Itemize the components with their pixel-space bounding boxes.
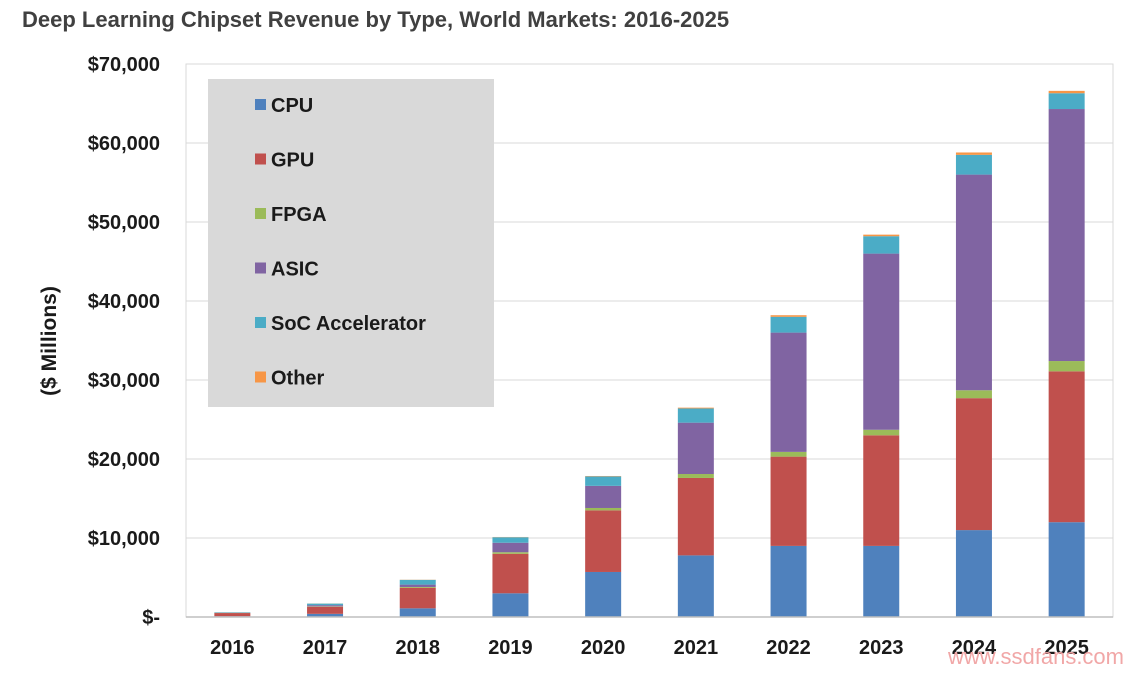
bar-segment-soc-accelerator	[1048, 93, 1085, 110]
y-tick-label: $50,000	[88, 212, 160, 234]
bar-segment-soc-accelerator	[585, 476, 622, 486]
bar-segment-soc-accelerator	[399, 579, 436, 585]
bar-segment-asic	[770, 332, 807, 452]
bar-segment-fpga	[492, 552, 529, 554]
bar-segment-fpga	[955, 390, 992, 399]
bar-segment-other	[770, 315, 807, 317]
y-tick-label: $30,000	[88, 370, 160, 392]
bar-segment-gpu	[863, 435, 900, 546]
bar-segment-fpga	[585, 507, 622, 511]
x-tick-label: 2018	[396, 637, 441, 659]
bar-segment-soc-accelerator	[863, 236, 900, 254]
y-tick-label: $-	[142, 607, 160, 629]
legend-entry: GPU	[271, 150, 314, 172]
bar-segment-cpu	[1048, 522, 1085, 617]
bar-segment-gpu	[585, 510, 622, 572]
legend-entry: SoC Accelerator	[271, 313, 426, 335]
bar-segment-fpga	[863, 429, 900, 436]
bar-segment-fpga	[1048, 361, 1085, 372]
x-tick-label: 2020	[581, 637, 626, 659]
legend-swatch	[255, 371, 266, 383]
bar-segment-fpga	[770, 451, 807, 457]
legend-box	[208, 79, 494, 407]
bar-segment-soc-accelerator	[492, 537, 529, 543]
bar-segment-asic	[307, 605, 344, 607]
bar-segment-asic	[492, 542, 529, 553]
bar-segment-other	[1048, 90, 1085, 94]
bar-segment-soc-accelerator	[677, 408, 714, 423]
chart-title: Deep Learning Chipset Revenue by Type, W…	[22, 7, 729, 32]
bars	[214, 90, 1085, 617]
bar-segment-soc-accelerator	[307, 603, 344, 606]
y-tick-label: $40,000	[88, 291, 160, 313]
bar-segment-asic	[955, 174, 992, 391]
x-tick-label: 2017	[303, 637, 348, 659]
bar-segment-soc-accelerator	[770, 316, 807, 333]
x-tick-label: 2021	[674, 637, 719, 659]
bar-segment-cpu	[677, 555, 714, 617]
legend-entry: Other	[271, 368, 325, 390]
bar-segment-gpu	[955, 398, 992, 531]
bar-segment-other	[955, 152, 992, 155]
bar-segment-gpu	[214, 613, 251, 617]
bar-segment-cpu	[863, 545, 900, 617]
bar-segment-cpu	[492, 593, 529, 617]
bar-segment-gpu	[1048, 371, 1085, 523]
bar-segment-gpu	[399, 587, 436, 609]
legend-swatch	[255, 317, 266, 328]
axes: $- $10,000 $20,000 $30,000 $40,000 $50,000 $60…	[88, 54, 1113, 659]
bar-segment-fpga	[399, 586, 436, 588]
x-tick-label: 2016	[210, 637, 255, 659]
legend-swatch	[255, 208, 266, 219]
bar-segment-cpu	[399, 608, 436, 617]
bar-segment-gpu	[492, 553, 529, 594]
x-tick-label: 2022	[766, 637, 811, 659]
legend-entry: ASIC	[271, 259, 319, 281]
bar-segment-asic	[677, 422, 714, 475]
bar-segment-asic	[585, 485, 622, 508]
y-axis-label: ($ Millions)	[38, 286, 61, 396]
bar-segment-gpu	[307, 606, 344, 614]
x-tick-label: 2025	[1044, 637, 1089, 659]
bar-segment-asic	[863, 253, 900, 430]
y-tick-label: $20,000	[88, 449, 160, 471]
y-tick-label: $70,000	[88, 54, 160, 76]
x-tick-label: 2019	[488, 637, 533, 659]
x-tick-label: 2024	[952, 637, 997, 659]
y-tick-label: $10,000	[88, 528, 160, 550]
x-tick-label: 2023	[859, 637, 904, 659]
legend-swatch	[255, 153, 266, 165]
bar-segment-other	[677, 407, 714, 409]
legend-swatch	[255, 262, 266, 274]
legend: CPU GPU FPGA ASIC SoC Accelerator Other	[208, 79, 494, 407]
bar-segment-fpga	[677, 474, 714, 478]
legend-entry: CPU	[271, 95, 313, 117]
watermark: www.ssdfans.com	[947, 644, 1124, 669]
bar-segment-gpu	[770, 456, 807, 546]
bar-segment-asic	[399, 584, 436, 587]
bar-segment-asic	[1048, 109, 1085, 362]
bar-segment-gpu	[677, 477, 714, 556]
bar-segment-cpu	[955, 530, 992, 617]
bar-segment-soc-accelerator	[955, 154, 992, 175]
bar-segment-cpu	[585, 571, 622, 617]
legend-swatch	[255, 99, 266, 110]
bar-segment-cpu	[307, 613, 344, 617]
bar-segment-other	[863, 234, 900, 237]
legend-entry: FPGA	[271, 204, 327, 226]
y-tick-label: $60,000	[88, 133, 160, 155]
bar-segment-cpu	[770, 545, 807, 617]
